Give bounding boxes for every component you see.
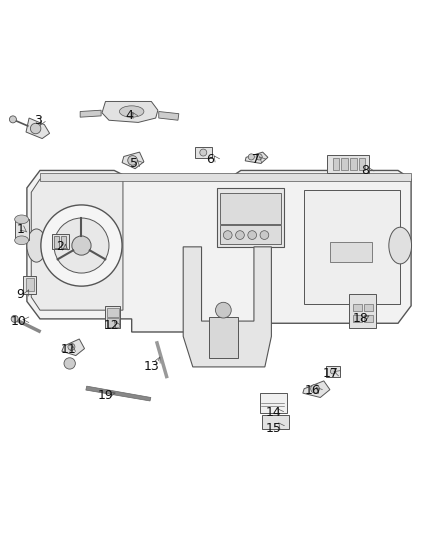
Polygon shape — [245, 152, 268, 164]
Text: 1: 1 — [16, 223, 24, 236]
Bar — [220, 225, 281, 244]
Ellipse shape — [52, 225, 85, 254]
Ellipse shape — [120, 106, 144, 117]
Text: 6: 6 — [206, 153, 214, 166]
Circle shape — [311, 384, 319, 393]
Text: 14: 14 — [266, 406, 282, 419]
Bar — [194, 147, 212, 158]
Ellipse shape — [80, 236, 112, 264]
Ellipse shape — [27, 229, 46, 262]
Circle shape — [330, 369, 336, 374]
Bar — [217, 188, 285, 247]
Text: 2: 2 — [56, 240, 64, 253]
Bar — [327, 155, 369, 173]
Bar — [364, 314, 373, 321]
Bar — [349, 294, 376, 328]
Bar — [330, 243, 372, 262]
Circle shape — [260, 231, 269, 239]
Circle shape — [64, 358, 75, 369]
Bar — [106, 306, 120, 328]
Bar — [107, 318, 119, 327]
Bar — [332, 158, 339, 171]
Text: 17: 17 — [322, 367, 338, 380]
Polygon shape — [27, 171, 411, 332]
Circle shape — [68, 343, 75, 350]
Circle shape — [11, 316, 18, 322]
Ellipse shape — [14, 215, 28, 224]
Text: 4: 4 — [126, 109, 134, 123]
Text: 12: 12 — [104, 319, 120, 332]
Bar — [23, 276, 36, 294]
Text: 18: 18 — [353, 312, 369, 325]
Bar — [261, 393, 287, 413]
Text: 13: 13 — [144, 360, 159, 374]
Ellipse shape — [14, 236, 28, 245]
Bar — [220, 193, 281, 224]
Polygon shape — [86, 386, 151, 401]
Polygon shape — [31, 179, 123, 310]
Circle shape — [200, 149, 207, 156]
Bar — [209, 317, 238, 358]
Text: 5: 5 — [130, 157, 138, 171]
Polygon shape — [102, 101, 158, 123]
Circle shape — [215, 302, 231, 318]
Polygon shape — [26, 118, 49, 139]
Circle shape — [41, 205, 122, 286]
Polygon shape — [303, 381, 330, 398]
Circle shape — [223, 231, 232, 239]
Polygon shape — [122, 152, 144, 169]
Text: 9: 9 — [16, 288, 24, 301]
Bar — [350, 158, 357, 171]
Bar — [364, 304, 373, 311]
Text: 15: 15 — [265, 422, 282, 434]
Bar — [341, 158, 348, 171]
Circle shape — [72, 236, 91, 255]
Bar — [359, 158, 365, 171]
Bar — [353, 314, 362, 321]
Bar — [14, 220, 28, 240]
Circle shape — [236, 231, 244, 239]
Polygon shape — [80, 110, 101, 117]
Polygon shape — [159, 111, 179, 120]
Ellipse shape — [389, 227, 412, 264]
Text: 19: 19 — [98, 389, 113, 402]
Text: 16: 16 — [305, 384, 321, 398]
Bar — [52, 234, 69, 249]
Bar — [107, 308, 119, 317]
Polygon shape — [183, 247, 272, 367]
Text: 11: 11 — [60, 343, 76, 356]
Circle shape — [248, 231, 257, 239]
Text: 3: 3 — [34, 114, 42, 127]
Circle shape — [248, 154, 254, 160]
Circle shape — [128, 156, 138, 165]
Polygon shape — [62, 339, 85, 356]
Circle shape — [10, 116, 16, 123]
Bar — [262, 415, 289, 429]
Bar — [25, 278, 34, 292]
Bar — [60, 236, 66, 248]
Text: 8: 8 — [361, 164, 369, 177]
Bar — [353, 304, 362, 311]
Bar — [53, 236, 59, 248]
Circle shape — [256, 154, 262, 160]
Text: 10: 10 — [10, 314, 26, 328]
Circle shape — [54, 218, 109, 273]
Bar — [326, 366, 340, 376]
Circle shape — [30, 123, 41, 134]
Bar — [304, 190, 400, 304]
Bar — [40, 173, 411, 181]
Text: 7: 7 — [252, 153, 260, 166]
